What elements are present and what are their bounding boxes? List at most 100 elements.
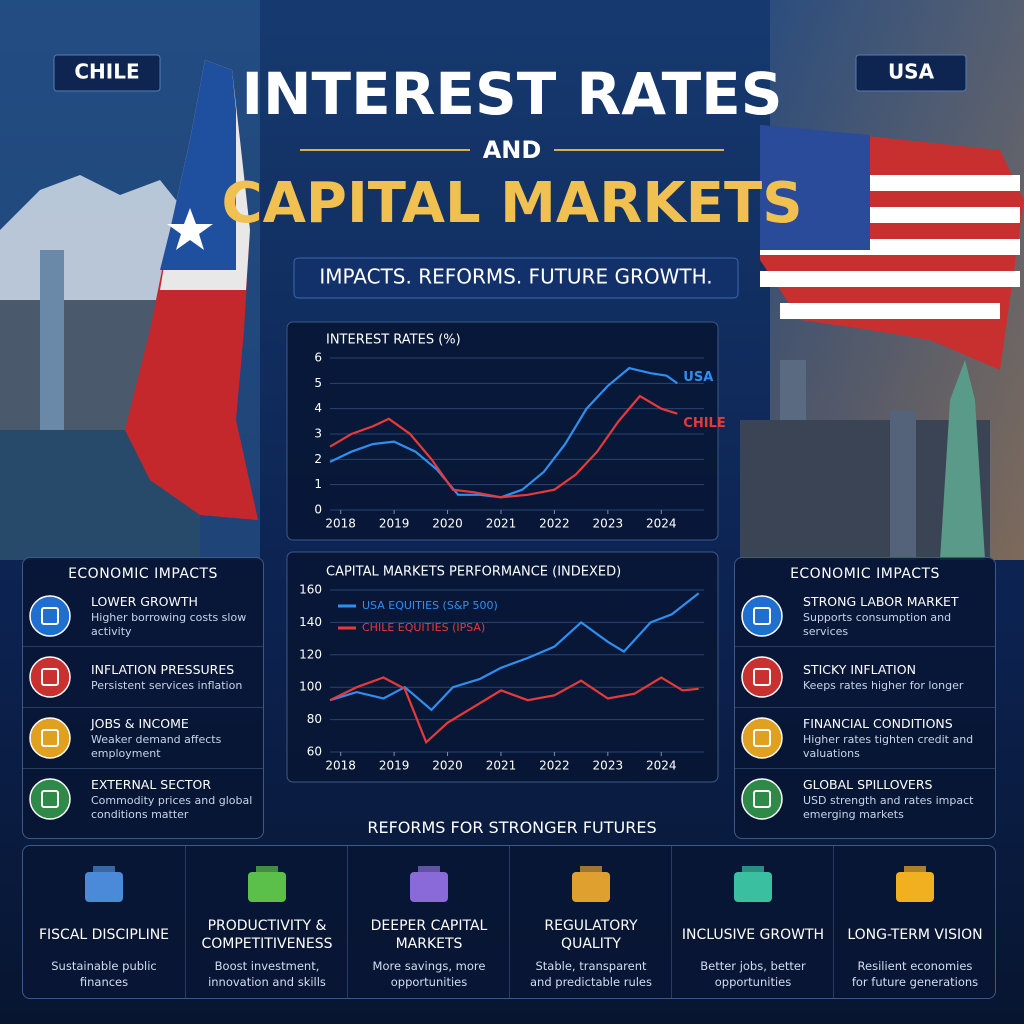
impact-desc: Persistent services inflation — [91, 678, 243, 692]
chart-title: INTEREST RATES (%) — [326, 333, 461, 348]
reform-item: REGULATORY QUALITY Stable, transparent an… — [509, 846, 672, 998]
impact-icon — [741, 778, 783, 820]
impact-title: EXTERNAL SECTOR — [91, 776, 212, 792]
impact-text: GLOBAL SPILLOVERS USD strength and rates … — [803, 777, 989, 822]
reform-icon — [79, 860, 129, 910]
impact-title: FINANCIAL CONDITIONS — [803, 715, 953, 731]
impact-item: EXTERNAL SECTOR Commodity prices and glob… — [23, 768, 263, 829]
x-tick-label: 2024 — [646, 517, 677, 531]
reform-icon — [404, 860, 454, 910]
x-tick-label: 2023 — [593, 759, 624, 773]
reform-item: PRODUCTIVITY & COMPETITIVENESS Boost inve… — [185, 846, 348, 998]
reform-desc: Stable, transparent and predictable rule… — [529, 959, 653, 989]
icon-shape — [248, 866, 286, 902]
impact-text: JOBS & INCOME Weaker demand affects emplo… — [91, 716, 257, 761]
impact-title: GLOBAL SPILLOVERS — [803, 776, 933, 792]
y-tick-label: 3 — [314, 427, 322, 441]
reform-desc: Resilient economies for future generatio… — [851, 959, 979, 989]
country-label: CHILE — [74, 60, 139, 84]
impact-icon — [29, 778, 71, 820]
y-tick-label: 160 — [299, 583, 322, 597]
y-tick-label: 0 — [314, 503, 322, 517]
impact-desc: Supports consumption and services — [803, 610, 952, 638]
reform-title: INCLUSIVE GROWTH — [681, 927, 825, 943]
x-tick-label: 2018 — [325, 517, 356, 531]
impact-icon — [29, 656, 71, 698]
impact-item: STRONG LABOR MARKET Supports consumption … — [735, 586, 995, 646]
impacts-panel: ECONOMIC IMPACTS LOWER GROWTH Higher borr… — [22, 557, 264, 839]
impact-item: LOWER GROWTH Higher borrowing costs slow … — [23, 586, 263, 646]
impact-desc: Keeps rates higher for longer — [803, 678, 964, 692]
y-tick-label: 1 — [314, 477, 322, 491]
impact-desc: Commodity prices and global conditions m… — [91, 793, 253, 821]
title: CAPITAL MARKETS — [221, 171, 802, 236]
y-tick-label: 5 — [314, 376, 322, 390]
reform-item: LONG-TERM VISION Resilient economies for … — [833, 846, 996, 998]
reform-icon — [566, 860, 616, 910]
icon-shape — [572, 866, 610, 902]
impact-icon — [741, 656, 783, 698]
icon-shape — [29, 778, 71, 820]
impact-title: JOBS & INCOME — [91, 715, 189, 731]
legend-label: USA EQUITIES (S&P 500) — [362, 599, 498, 612]
impact-item: GLOBAL SPILLOVERS USD strength and rates … — [735, 768, 995, 829]
impact-title: INFLATION PRESSURES — [91, 661, 235, 677]
icon-shape — [734, 866, 772, 902]
title-connector: AND — [483, 136, 542, 164]
y-tick-label: 4 — [314, 401, 322, 415]
series-line — [329, 394, 678, 499]
reform-desc: Better jobs, better opportunities — [700, 959, 806, 989]
impact-text: LOWER GROWTH Higher borrowing costs slow … — [91, 594, 257, 639]
reform-desc: More savings, more opportunities — [372, 959, 486, 989]
x-tick-label: 2023 — [593, 517, 624, 531]
icon-shape — [741, 656, 783, 698]
x-tick-label: 2018 — [325, 759, 356, 773]
y-tick-label: 60 — [307, 745, 322, 759]
reform-title: REGULATORY QUALITY — [544, 918, 638, 952]
reforms-panel: FISCAL DISCIPLINE Sustainable public fina… — [22, 845, 996, 999]
title: INTEREST RATES — [241, 60, 782, 128]
country-label: USA — [888, 60, 935, 84]
tagline: IMPACTS. REFORMS. FUTURE GROWTH. — [319, 265, 712, 289]
icon-shape — [85, 866, 123, 902]
impact-text: INFLATION PRESSURES Persistent services i… — [91, 662, 242, 693]
y-tick-label: 2 — [314, 452, 322, 466]
impact-text: EXTERNAL SECTOR Commodity prices and glob… — [91, 777, 257, 822]
y-tick-label: 120 — [299, 647, 322, 661]
series-label: CHILE — [683, 416, 725, 431]
y-tick-label: 100 — [299, 680, 322, 694]
icon-shape — [741, 717, 783, 759]
x-tick-label: 2021 — [486, 517, 517, 531]
impact-title: STRONG LABOR MARKET — [803, 593, 959, 609]
reform-desc: Sustainable public finances — [51, 959, 157, 989]
x-tick-label: 2020 — [432, 759, 463, 773]
impact-item: STICKY INFLATION Keeps rates higher for l… — [735, 646, 995, 707]
reforms-title: REFORMS FOR STRONGER FUTURES — [367, 818, 657, 837]
icon-shape — [896, 866, 934, 902]
icon-shape — [29, 595, 71, 637]
impact-icon — [741, 717, 783, 759]
impact-item: JOBS & INCOME Weaker demand affects emplo… — [23, 707, 263, 768]
impact-text: FINANCIAL CONDITIONS Higher rates tighten… — [803, 716, 989, 761]
impact-text: STICKY INFLATION Keeps rates higher for l… — [803, 662, 963, 693]
icon-shape — [29, 656, 71, 698]
impact-icon — [741, 595, 783, 637]
x-tick-label: 2019 — [379, 517, 410, 531]
series-line — [329, 676, 699, 745]
reform-title: DEEPER CAPITAL MARKETS — [370, 918, 488, 952]
impact-desc: Higher borrowing costs slow activity — [91, 610, 247, 638]
impact-icon — [29, 717, 71, 759]
x-tick-label: 2020 — [432, 517, 463, 531]
x-tick-label: 2024 — [646, 759, 677, 773]
icon-shape — [741, 778, 783, 820]
reform-title: FISCAL DISCIPLINE — [38, 927, 170, 943]
impact-text: STRONG LABOR MARKET Supports consumption … — [803, 594, 989, 639]
chart-title: CAPITAL MARKETS PERFORMANCE (INDEXED) — [326, 565, 621, 580]
reform-icon — [242, 860, 292, 910]
series-label: USA — [683, 370, 713, 385]
y-tick-label: 6 — [314, 351, 322, 365]
icon-shape — [741, 595, 783, 637]
reform-title: LONG-TERM VISION — [847, 927, 983, 943]
impacts-panel: ECONOMIC IMPACTS STRONG LABOR MARKET Supp… — [734, 557, 996, 839]
